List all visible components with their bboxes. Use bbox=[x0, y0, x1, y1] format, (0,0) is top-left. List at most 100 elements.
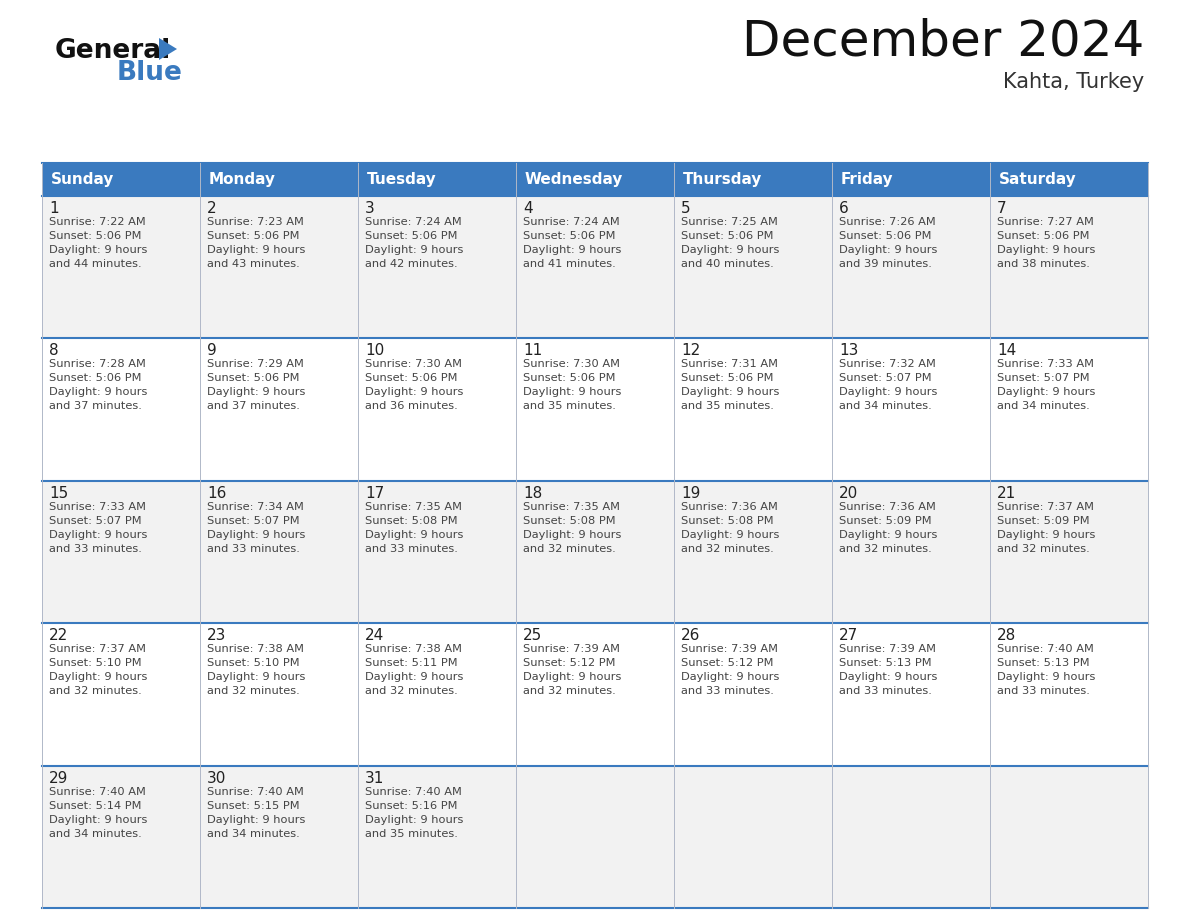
Text: Daylight: 9 hours: Daylight: 9 hours bbox=[681, 530, 779, 540]
Text: Sunrise: 7:24 AM: Sunrise: 7:24 AM bbox=[523, 217, 620, 227]
Text: 15: 15 bbox=[49, 486, 68, 501]
Bar bbox=[358, 339, 516, 481]
Text: Thursday: Thursday bbox=[683, 172, 763, 187]
Text: 24: 24 bbox=[365, 628, 384, 644]
Text: and 32 minutes.: and 32 minutes. bbox=[997, 543, 1089, 554]
Text: 13: 13 bbox=[839, 343, 859, 358]
Text: Friday: Friday bbox=[841, 172, 893, 187]
Text: Sunset: 5:08 PM: Sunset: 5:08 PM bbox=[523, 516, 615, 526]
Text: 17: 17 bbox=[365, 486, 384, 501]
Text: Sunrise: 7:36 AM: Sunrise: 7:36 AM bbox=[681, 502, 778, 512]
Text: Sunrise: 7:38 AM: Sunrise: 7:38 AM bbox=[207, 644, 304, 655]
Text: and 35 minutes.: and 35 minutes. bbox=[681, 401, 773, 411]
Text: and 33 minutes.: and 33 minutes. bbox=[681, 686, 773, 696]
Bar bbox=[516, 339, 674, 481]
Text: Sunset: 5:09 PM: Sunset: 5:09 PM bbox=[839, 516, 931, 526]
Bar bbox=[42, 339, 200, 481]
Text: Sunrise: 7:33 AM: Sunrise: 7:33 AM bbox=[49, 502, 146, 512]
Text: 16: 16 bbox=[207, 486, 227, 501]
Text: Daylight: 9 hours: Daylight: 9 hours bbox=[681, 245, 779, 255]
Text: Sunrise: 7:37 AM: Sunrise: 7:37 AM bbox=[997, 502, 1094, 512]
Text: Daylight: 9 hours: Daylight: 9 hours bbox=[365, 387, 463, 397]
Text: Sunrise: 7:27 AM: Sunrise: 7:27 AM bbox=[997, 217, 1094, 227]
Text: and 32 minutes.: and 32 minutes. bbox=[523, 543, 615, 554]
Bar bbox=[674, 623, 832, 766]
Text: Daylight: 9 hours: Daylight: 9 hours bbox=[523, 672, 621, 682]
Bar bbox=[200, 623, 358, 766]
Text: and 34 minutes.: and 34 minutes. bbox=[207, 829, 299, 839]
Text: 22: 22 bbox=[49, 628, 68, 644]
Text: Sunrise: 7:30 AM: Sunrise: 7:30 AM bbox=[523, 360, 620, 369]
Bar bbox=[674, 481, 832, 623]
Text: Daylight: 9 hours: Daylight: 9 hours bbox=[49, 814, 147, 824]
Text: Daylight: 9 hours: Daylight: 9 hours bbox=[681, 387, 779, 397]
Text: and 35 minutes.: and 35 minutes. bbox=[365, 829, 457, 839]
Text: Sunset: 5:11 PM: Sunset: 5:11 PM bbox=[365, 658, 457, 668]
Text: Daylight: 9 hours: Daylight: 9 hours bbox=[365, 245, 463, 255]
Text: Daylight: 9 hours: Daylight: 9 hours bbox=[207, 672, 305, 682]
Text: 4: 4 bbox=[523, 201, 532, 216]
Text: Sunset: 5:07 PM: Sunset: 5:07 PM bbox=[207, 516, 299, 526]
Text: Tuesday: Tuesday bbox=[367, 172, 437, 187]
Text: 19: 19 bbox=[681, 486, 701, 501]
Text: and 42 minutes.: and 42 minutes. bbox=[365, 259, 457, 269]
Text: Sunrise: 7:39 AM: Sunrise: 7:39 AM bbox=[523, 644, 620, 655]
Bar bbox=[990, 163, 1148, 196]
Text: Saturday: Saturday bbox=[999, 172, 1076, 187]
Text: 7: 7 bbox=[997, 201, 1006, 216]
Polygon shape bbox=[159, 38, 177, 60]
Text: and 33 minutes.: and 33 minutes. bbox=[49, 543, 141, 554]
Text: Sunset: 5:07 PM: Sunset: 5:07 PM bbox=[997, 374, 1089, 384]
Text: and 33 minutes.: and 33 minutes. bbox=[839, 686, 931, 696]
Text: and 37 minutes.: and 37 minutes. bbox=[207, 401, 299, 411]
Text: Sunset: 5:06 PM: Sunset: 5:06 PM bbox=[365, 374, 457, 384]
Text: Daylight: 9 hours: Daylight: 9 hours bbox=[49, 245, 147, 255]
Text: and 39 minutes.: and 39 minutes. bbox=[839, 259, 931, 269]
Text: Sunday: Sunday bbox=[51, 172, 114, 187]
Text: Sunrise: 7:38 AM: Sunrise: 7:38 AM bbox=[365, 644, 462, 655]
Text: Sunset: 5:08 PM: Sunset: 5:08 PM bbox=[681, 516, 773, 526]
Text: Monday: Monday bbox=[209, 172, 276, 187]
Text: Sunrise: 7:35 AM: Sunrise: 7:35 AM bbox=[365, 502, 462, 512]
Bar bbox=[832, 481, 990, 623]
Text: Sunset: 5:06 PM: Sunset: 5:06 PM bbox=[523, 231, 615, 241]
Text: Sunrise: 7:39 AM: Sunrise: 7:39 AM bbox=[681, 644, 778, 655]
Text: Sunrise: 7:28 AM: Sunrise: 7:28 AM bbox=[49, 360, 146, 369]
Bar bbox=[42, 196, 200, 339]
Text: Daylight: 9 hours: Daylight: 9 hours bbox=[523, 245, 621, 255]
Bar bbox=[200, 163, 358, 196]
Text: and 40 minutes.: and 40 minutes. bbox=[681, 259, 773, 269]
Text: December 2024: December 2024 bbox=[741, 18, 1144, 66]
Text: Daylight: 9 hours: Daylight: 9 hours bbox=[207, 245, 305, 255]
Text: Sunrise: 7:40 AM: Sunrise: 7:40 AM bbox=[49, 787, 146, 797]
Text: 20: 20 bbox=[839, 486, 858, 501]
Bar bbox=[516, 623, 674, 766]
Bar bbox=[358, 766, 516, 908]
Bar bbox=[42, 623, 200, 766]
Text: 14: 14 bbox=[997, 343, 1016, 358]
Bar bbox=[990, 623, 1148, 766]
Bar bbox=[516, 481, 674, 623]
Bar bbox=[516, 766, 674, 908]
Text: Daylight: 9 hours: Daylight: 9 hours bbox=[839, 530, 937, 540]
Text: Daylight: 9 hours: Daylight: 9 hours bbox=[207, 814, 305, 824]
Text: and 36 minutes.: and 36 minutes. bbox=[365, 401, 457, 411]
Text: 30: 30 bbox=[207, 770, 227, 786]
Text: 3: 3 bbox=[365, 201, 374, 216]
Text: and 38 minutes.: and 38 minutes. bbox=[997, 259, 1089, 269]
Text: 1: 1 bbox=[49, 201, 58, 216]
Text: Sunrise: 7:40 AM: Sunrise: 7:40 AM bbox=[365, 787, 462, 797]
Text: 25: 25 bbox=[523, 628, 542, 644]
Text: Sunset: 5:06 PM: Sunset: 5:06 PM bbox=[207, 231, 299, 241]
Text: and 32 minutes.: and 32 minutes. bbox=[365, 686, 457, 696]
Bar bbox=[358, 163, 516, 196]
Text: Daylight: 9 hours: Daylight: 9 hours bbox=[681, 672, 779, 682]
Text: Sunset: 5:09 PM: Sunset: 5:09 PM bbox=[997, 516, 1089, 526]
Text: Sunrise: 7:33 AM: Sunrise: 7:33 AM bbox=[997, 360, 1094, 369]
Text: Daylight: 9 hours: Daylight: 9 hours bbox=[523, 530, 621, 540]
Bar bbox=[200, 196, 358, 339]
Bar bbox=[832, 623, 990, 766]
Text: Sunset: 5:08 PM: Sunset: 5:08 PM bbox=[365, 516, 457, 526]
Bar bbox=[832, 163, 990, 196]
Text: Wednesday: Wednesday bbox=[525, 172, 624, 187]
